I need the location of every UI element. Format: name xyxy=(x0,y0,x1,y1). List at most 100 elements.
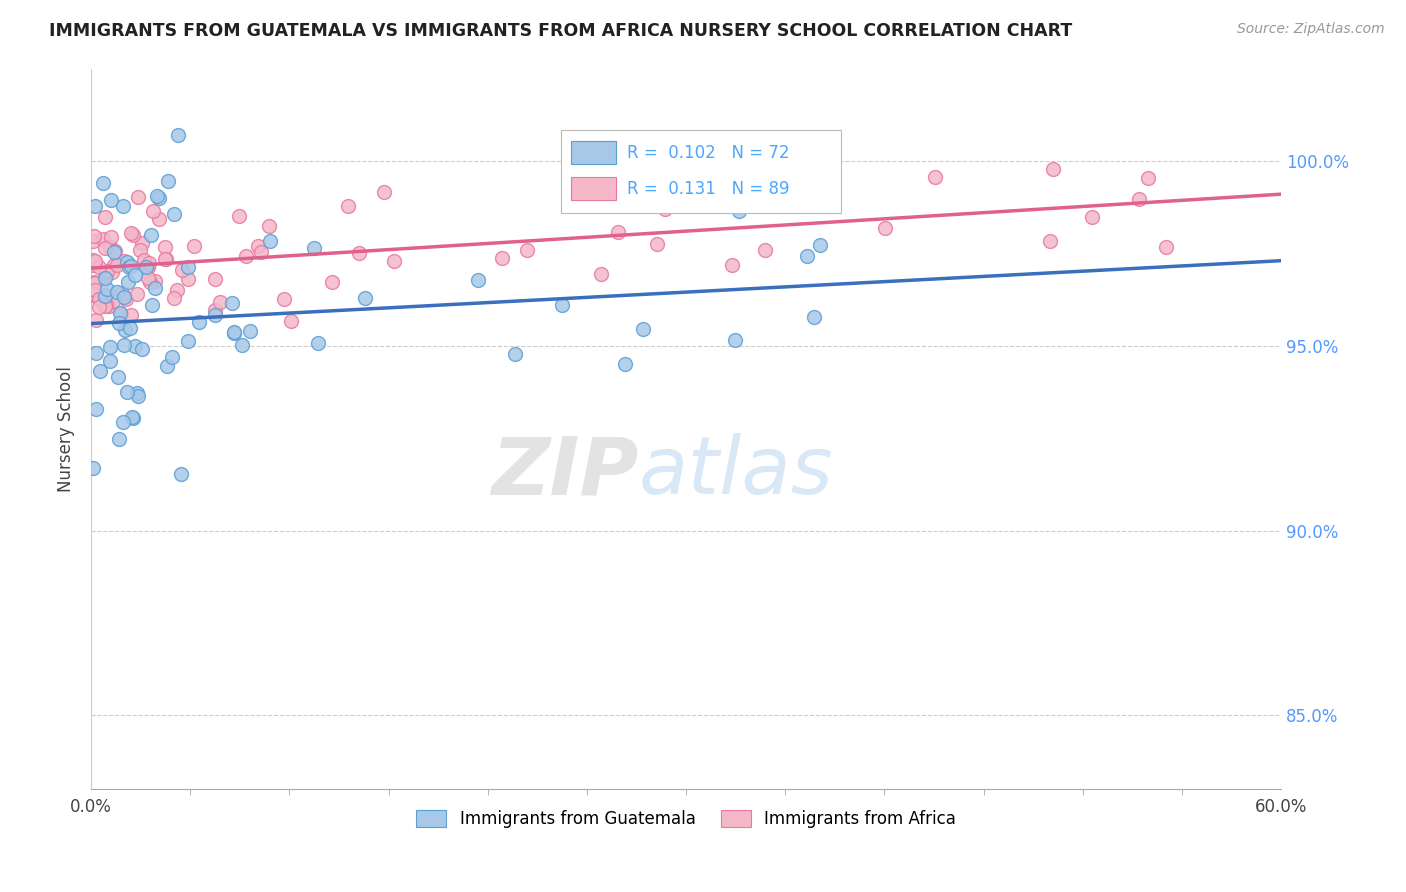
Text: IMMIGRANTS FROM GUATEMALA VS IMMIGRANTS FROM AFRICA NURSERY SCHOOL CORRELATION C: IMMIGRANTS FROM GUATEMALA VS IMMIGRANTS … xyxy=(49,22,1073,40)
Point xyxy=(166,283,188,297)
Point xyxy=(808,238,831,252)
Point xyxy=(94,298,117,312)
Point xyxy=(87,292,110,306)
Point xyxy=(82,235,104,249)
Point xyxy=(163,291,186,305)
Point xyxy=(117,275,139,289)
Point xyxy=(503,347,526,361)
Point xyxy=(139,276,162,290)
Point xyxy=(176,260,198,274)
Point xyxy=(100,230,122,244)
Point xyxy=(84,401,107,416)
Text: atlas: atlas xyxy=(638,434,834,511)
Point xyxy=(721,258,744,272)
Point xyxy=(93,265,115,279)
Point xyxy=(336,199,359,213)
Point xyxy=(354,292,377,306)
Point xyxy=(108,306,131,320)
Text: R =  0.102   N = 72: R = 0.102 N = 72 xyxy=(627,144,789,161)
Point xyxy=(96,264,118,278)
Point xyxy=(143,281,166,295)
Point xyxy=(183,238,205,252)
Point xyxy=(222,325,245,339)
Point xyxy=(249,244,271,259)
Legend: Immigrants from Guatemala, Immigrants from Africa: Immigrants from Guatemala, Immigrants fr… xyxy=(409,804,963,835)
Point xyxy=(89,364,111,378)
Point xyxy=(107,370,129,384)
Point xyxy=(148,191,170,205)
Point xyxy=(209,295,232,310)
Point xyxy=(307,335,329,350)
Point xyxy=(754,243,776,257)
Point xyxy=(924,170,946,185)
Y-axis label: Nursery School: Nursery School xyxy=(58,366,75,491)
Point xyxy=(118,260,141,274)
Point xyxy=(91,176,114,190)
Point xyxy=(135,260,157,275)
Point xyxy=(84,313,107,327)
FancyBboxPatch shape xyxy=(571,178,616,201)
Point xyxy=(176,272,198,286)
Text: Source: ZipAtlas.com: Source: ZipAtlas.com xyxy=(1237,22,1385,37)
Point xyxy=(146,188,169,202)
Point xyxy=(82,258,104,272)
Point xyxy=(83,229,105,244)
Point xyxy=(120,308,142,322)
Point xyxy=(91,232,114,246)
Point xyxy=(83,254,105,268)
Point xyxy=(129,243,152,257)
Point xyxy=(167,128,190,143)
Point xyxy=(136,271,159,285)
Text: ZIP: ZIP xyxy=(491,434,638,511)
Point xyxy=(83,276,105,290)
Point xyxy=(228,209,250,223)
Point xyxy=(82,461,104,475)
Point xyxy=(645,236,668,251)
Point xyxy=(188,315,211,329)
Point xyxy=(613,357,636,371)
Point xyxy=(121,411,143,425)
Point xyxy=(384,254,406,268)
Point xyxy=(94,289,117,303)
Point xyxy=(103,258,125,272)
Point xyxy=(112,290,135,304)
Point xyxy=(108,316,131,330)
Point xyxy=(84,276,107,290)
Point xyxy=(112,338,135,352)
Point xyxy=(302,241,325,255)
FancyBboxPatch shape xyxy=(571,141,616,164)
Point xyxy=(177,334,200,349)
Point xyxy=(110,286,132,301)
Point xyxy=(115,255,138,269)
Point xyxy=(873,221,896,235)
Point xyxy=(141,298,163,312)
Point xyxy=(321,275,343,289)
Point xyxy=(803,310,825,325)
Point xyxy=(112,254,135,268)
Point xyxy=(110,307,132,321)
Point xyxy=(1081,210,1104,224)
Point xyxy=(143,274,166,288)
Point xyxy=(239,324,262,338)
Point xyxy=(131,236,153,251)
Point xyxy=(170,467,193,481)
FancyBboxPatch shape xyxy=(561,129,841,212)
Point xyxy=(142,203,165,218)
Point xyxy=(155,240,177,254)
Point xyxy=(631,322,654,336)
Point xyxy=(148,212,170,227)
Point xyxy=(153,252,176,267)
Point xyxy=(467,273,489,287)
Point xyxy=(103,244,125,259)
Point xyxy=(127,190,149,204)
Point xyxy=(121,226,143,240)
Point xyxy=(156,359,179,373)
Point xyxy=(259,235,281,249)
Point xyxy=(115,293,138,307)
Point xyxy=(516,243,538,257)
Point xyxy=(118,320,141,334)
Point xyxy=(259,219,281,233)
Point xyxy=(105,259,128,273)
Point xyxy=(127,389,149,403)
Point xyxy=(170,263,193,277)
